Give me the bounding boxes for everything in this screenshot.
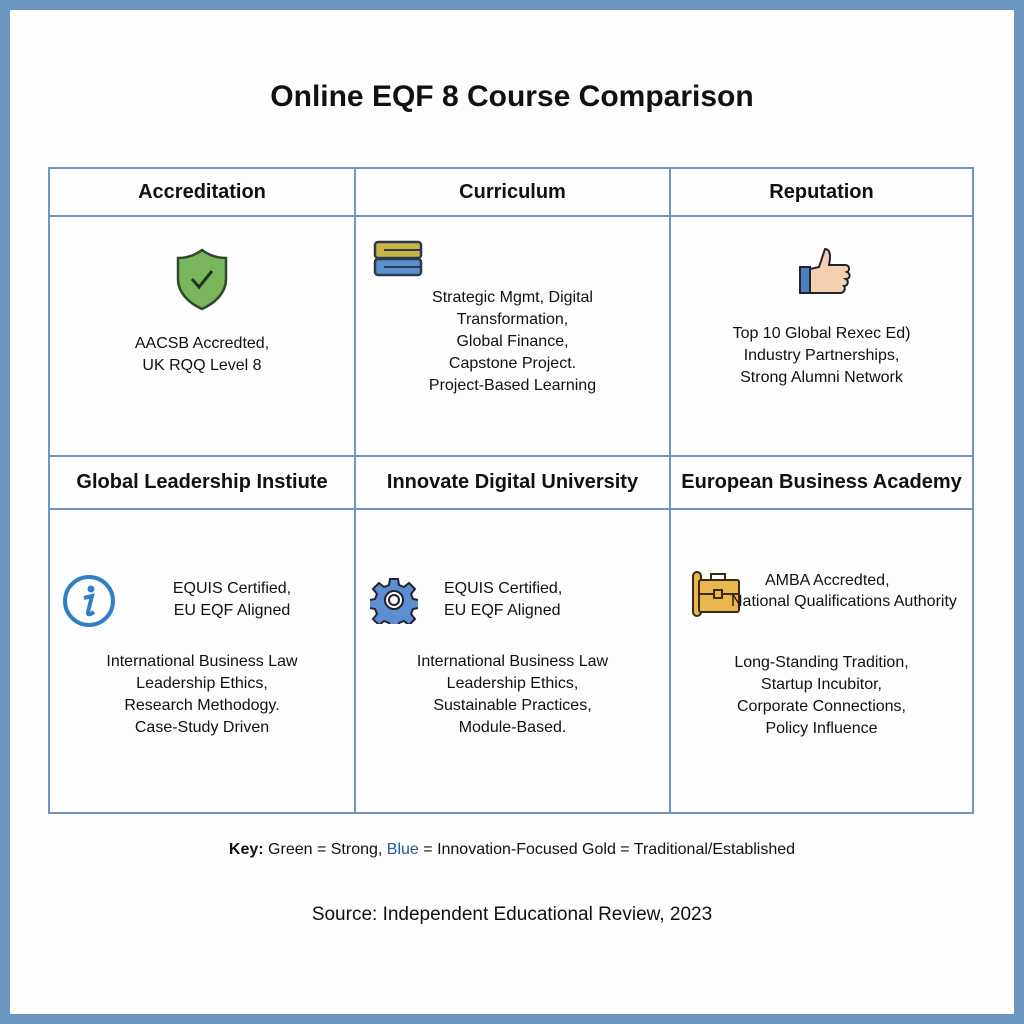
cell-global-leadership: EQUIS Certified, EU EQF Aligned Internat… [50,510,356,812]
key-green: Green = Strong, [263,841,387,858]
text-line: Project-Based Learning [428,377,597,394]
text-line: Module-Based. [458,719,567,736]
institution-european-business: European Business Academy [671,457,972,510]
text-line: Corporate Connections, [737,698,906,715]
source-note: Source: Independent Educational Review, … [311,904,713,925]
text-line: National Qualifications Authority [731,593,957,610]
text-line: AMBA Accredted, [765,572,890,589]
institution-innovate-digital: Innovate Digital University [356,457,671,510]
text-line: Leadership Ethics, [136,675,268,692]
text-line: Leadership Ethics, [446,675,579,692]
key-label: Key: [228,841,264,858]
global-leadership-accreditation: EQUIS Certified, EU EQF Aligned [110,578,354,622]
cell-reputation: Top 10 Global Rexec Ed) Industry Partner… [671,217,972,457]
text-line: Top 10 Global Rexec Ed) [732,325,911,342]
innovate-digital-details: International Business Law Leadership Et… [356,651,669,739]
text-line: Sustainable Practices, [433,697,592,714]
text-line: AACSB Accredted, [134,335,270,352]
key-blue: Blue [386,841,419,858]
reputation-text: Top 10 Global Rexec Ed) Industry Partner… [671,323,972,389]
header-curriculum: Curriculum [356,169,671,217]
text-line: Global Finance, [456,333,569,350]
innovate-digital-accreditation: EQUIS Certified, EU EQF Aligned [416,578,669,622]
text-line: Strong Alumni Network [740,369,903,386]
text-line: EQUIS Certified, [172,580,292,597]
text-line: Transformation, [456,311,569,328]
institution-global-leadership: Global Leadership Instiute [50,457,356,510]
key-rest: = Innovation-Focused Gold = Traditional/… [418,841,796,858]
text-line: International Business Law [416,653,609,670]
european-business-accreditation: AMBA Accredted, National Qualifications … [731,570,972,612]
text-line: Policy Influence [765,720,878,737]
cell-innovate-digital: EQUIS Certified, EU EQF Aligned Internat… [356,510,671,812]
text-line: EU EQF Aligned [173,602,291,619]
cell-european-business: AMBA Accredted, National Qualifications … [671,510,972,812]
header-accreditation: Accreditation [50,169,356,217]
european-business-details: Long-Standing Tradition, Startup Incubit… [671,652,972,740]
text-line: Strategic Mgmt, Digital [432,289,593,306]
text-line: Research Methodogy. [124,697,280,714]
text-line: Startup Incubitor, [761,676,882,693]
global-leadership-details: International Business Law Leadership Et… [50,651,354,739]
accreditation-text: AACSB Accredted, UK RQQ Level 8 [50,333,354,377]
shield-check-icon [176,248,228,311]
text-line: EQUIS Certified, [444,580,563,597]
info-icon [63,575,115,627]
text-line: UK RQQ Level 8 [142,357,262,374]
text-line: Long-Standing Tradition, [734,654,909,671]
text-line: Industry Partnerships, [743,347,900,364]
text-line: EU EQF Aligned [444,602,561,619]
cell-accreditation: AACSB Accredted, UK RQQ Level 8 [50,217,356,457]
comparison-table: Accreditation Curriculum Reputation AACS… [48,167,974,814]
infographic: Online EQF 8 Course Comparison Accredita… [10,10,1014,1014]
cell-curriculum: Strategic Mgmt, Digital Transformation, … [356,217,671,457]
gear-icon [370,578,418,624]
curriculum-text: Strategic Mgmt, Digital Transformation, … [356,287,669,397]
thumbs-up-icon [799,247,851,294]
text-line: Case-Study Driven [134,719,270,736]
text-line: International Business Law [106,653,298,670]
books-icon [373,240,423,277]
text-line: Capstone Project. [448,355,577,372]
header-reputation: Reputation [671,169,972,217]
legend-key: Key: Green = Strong, Blue = Innovation-F… [10,841,1014,859]
page-title: Online EQF 8 Course Comparison [270,80,754,113]
briefcase-scroll-icon [692,571,740,617]
